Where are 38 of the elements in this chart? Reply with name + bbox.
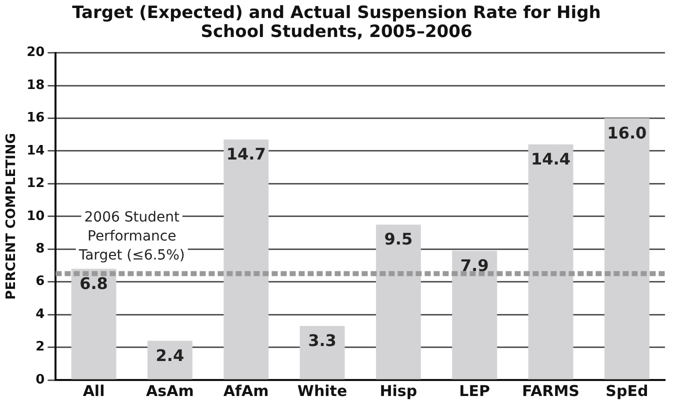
x-tick-label: All [82,382,105,400]
data-label: 2.4 [156,346,184,365]
y-tick-label: 18 [26,78,45,93]
x-tick-label: Hisp [380,382,418,400]
y-tick-label: 4 [36,306,45,322]
x-tick-label: White [297,382,348,400]
bar [604,118,650,380]
data-label: 6.8 [80,274,108,293]
bar [147,340,192,380]
chart-title: Target (Expected) and Actual Suspension Rate for High School Students, 2005–2006 [71,3,602,42]
x-tick-label: SpEd [606,382,648,400]
data-label: 16.0 [607,123,647,142]
y-tick-label: 0 [36,372,45,388]
data-label: 3.3 [308,331,336,350]
bar [224,140,269,380]
data-label: 14.4 [531,150,570,169]
ref-line-label: 2006 Student Performance Target (≤6.5%) [78,210,185,264]
y-tick-label: 10 [26,208,45,224]
data-label: 14.7 [226,144,266,164]
bar [71,268,116,380]
y-tick-label: 2 [36,340,45,355]
x-tick-label: FARMS [522,382,580,400]
y-tick-label: 14 [26,143,45,158]
data-label: 9.5 [384,230,413,249]
bar [452,250,498,380]
y-tick-label: 8 [36,241,45,256]
x-tick-label: LEP [459,382,490,400]
bar [376,224,421,380]
y-tick-label: 20 [26,45,45,60]
y-tick-label: 12 [26,176,45,192]
x-tick-label: AsAm [146,382,194,400]
y-tick-label: 6 [36,274,45,290]
x-tick-label: AfAm [223,382,269,400]
y-axis-title: PERCENT COMPLETING [4,133,20,300]
bar [528,144,574,380]
bar [300,326,345,380]
data-label: 7.9 [460,256,489,275]
y-tick-label: 16 [26,110,45,126]
